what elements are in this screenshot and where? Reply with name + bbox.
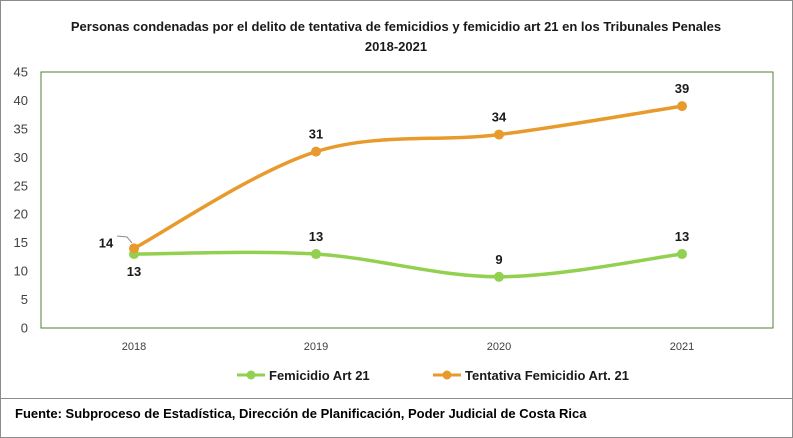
legend-label-tentativa: Tentativa Femicidio Art. 21 [465, 368, 629, 383]
y-tick-label: 35 [14, 121, 28, 136]
x-tick-label: 2020 [487, 341, 511, 353]
y-tick-label: 40 [14, 93, 28, 108]
y-tick-label: 15 [14, 235, 28, 250]
data-point-femicidio[interactable] [494, 271, 504, 282]
data-point-tentativa[interactable] [677, 101, 687, 112]
data-label-femicidio: 13 [309, 229, 323, 244]
series-line-femicidio [132, 250, 684, 279]
legend-swatch-marker-femicidio [246, 370, 256, 380]
x-tick-label: 2021 [670, 341, 694, 353]
data-label-femicidio: 13 [127, 264, 141, 279]
x-axis-ticks: 2018 2019 2020 2021 [122, 341, 694, 353]
x-tick-label: 2018 [122, 341, 146, 353]
data-label-femicidio: 13 [675, 229, 689, 244]
legend-item-femicidio[interactable]: Femicidio Art 21 [237, 368, 370, 383]
y-tick-label: 20 [14, 207, 28, 222]
plot-area [40, 71, 774, 329]
data-point-femicidio[interactable] [677, 249, 687, 260]
legend-label-femicidio: Femicidio Art 21 [269, 368, 370, 383]
data-point-femicidio[interactable] [311, 249, 321, 260]
series-line-tentativa [132, 104, 684, 251]
y-tick-label: 0 [21, 321, 28, 336]
x-tick-label: 2019 [304, 341, 328, 353]
label-leader-line [116, 235, 133, 244]
y-tick-label: 45 [14, 65, 28, 80]
data-point-tentativa[interactable] [494, 129, 504, 140]
legend-item-tentativa[interactable]: Tentativa Femicidio Art. 21 [433, 368, 629, 383]
y-tick-label: 5 [21, 292, 28, 307]
y-tick-label: 10 [14, 264, 28, 279]
data-point-tentativa[interactable] [311, 146, 321, 157]
data-label-tentativa: 39 [675, 81, 689, 96]
source-note: Fuente: Subproceso de Estadística, Direc… [15, 406, 587, 421]
y-axis-ticks: 0 5 10 15 20 25 30 35 40 45 [14, 65, 28, 336]
series-points [129, 101, 687, 282]
source-footer: Fuente: Subproceso de Estadística, Direc… [1, 398, 792, 438]
y-tick-label: 30 [14, 150, 28, 165]
data-label-tentativa: 34 [492, 110, 507, 125]
series-lines [132, 104, 684, 279]
data-label-femicidio: 9 [495, 252, 502, 267]
legend: Femicidio Art 21 Tentativa Femicidio Art… [237, 368, 629, 383]
data-label-tentativa: 14 [99, 235, 114, 250]
data-point-tentativa[interactable] [129, 243, 139, 254]
legend-swatch-marker-tentativa [442, 370, 452, 380]
chart-title: Personas condenadas por el delito de ten… [70, 19, 722, 54]
data-label-tentativa: 31 [309, 127, 323, 142]
data-labels: 13 13 9 13 14 31 34 39 [99, 81, 689, 279]
y-tick-label: 25 [14, 178, 28, 193]
